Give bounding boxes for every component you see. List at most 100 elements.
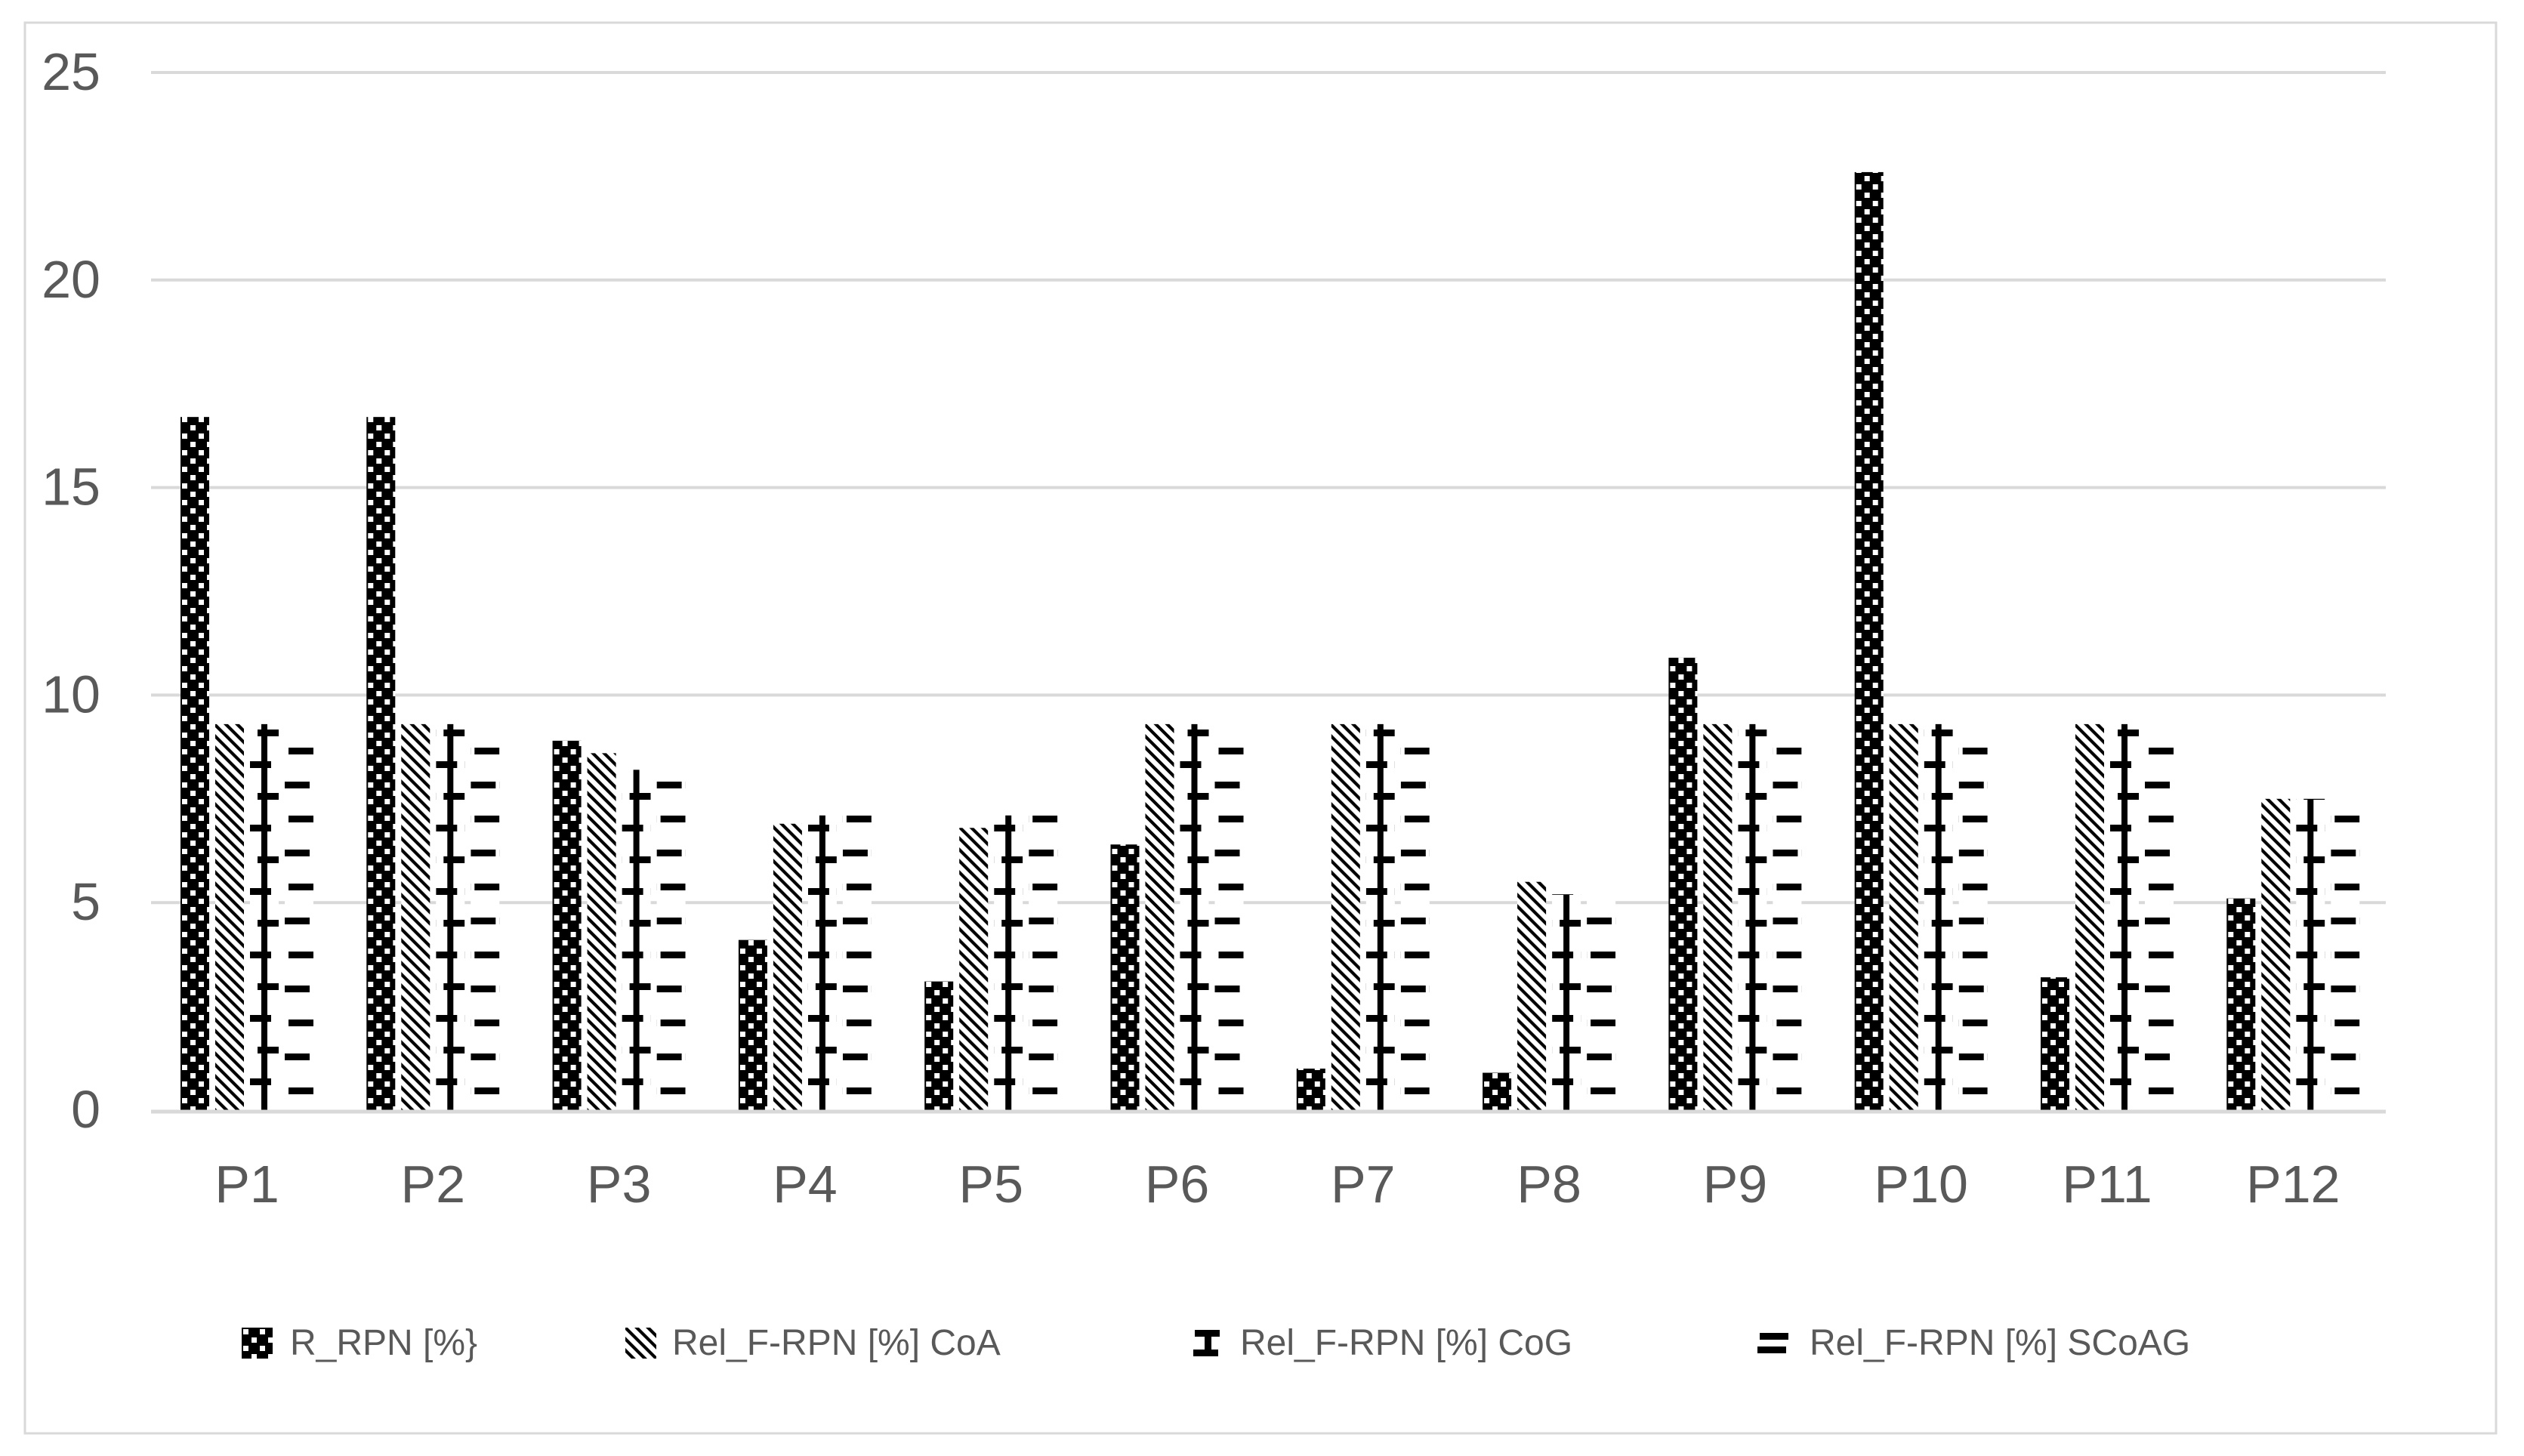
bar-group-P6-s1 xyxy=(1110,844,1140,1110)
bar-P9-series-3 xyxy=(1738,723,1767,1110)
bar-group-P10-s4 xyxy=(1958,736,1988,1110)
legend-marker-cog-icon xyxy=(1205,1337,1211,1350)
legend-marker-wrap xyxy=(242,1328,273,1359)
bar-group-P10-s2 xyxy=(1889,723,1918,1110)
bar-P2-series-3 xyxy=(436,723,465,1110)
bar-P4-series-1 xyxy=(738,939,767,1110)
bar-group-P2-s1 xyxy=(366,417,396,1110)
x-category-label-P6: P6 xyxy=(1145,1155,1210,1214)
bar-P6-series-2 xyxy=(1145,723,1174,1110)
y-tick-label-5: 5 xyxy=(71,872,100,931)
legend-label-2: Rel_F-RPN [%] CoA xyxy=(672,1323,1001,1363)
bar-group-P10-s3 xyxy=(1924,723,1953,1110)
bar-P12-series-3 xyxy=(2296,798,2325,1110)
bar-group-P7-s1 xyxy=(1296,1069,1325,1110)
x-category-label-P10: P10 xyxy=(1874,1155,1968,1214)
bar-group-P8-s3 xyxy=(1552,894,1581,1110)
legend-item-3: Rel_F-RPN [%] CoG xyxy=(1193,1323,1572,1363)
bar-group-P8-s4 xyxy=(1587,894,1616,1110)
bar-P1-series-2 xyxy=(215,723,244,1110)
bar-group-P12-s4 xyxy=(2331,798,2360,1110)
legend-label-4: Rel_F-RPN [%] SCoAG xyxy=(1810,1323,2190,1363)
bar-P5-series-3 xyxy=(994,815,1023,1110)
x-category-label-P3: P3 xyxy=(587,1155,652,1214)
bar-P7-series-1 xyxy=(1296,1069,1325,1110)
bar-P10-series-1 xyxy=(1854,171,1884,1110)
bar-group-P4-s2 xyxy=(773,823,802,1110)
bar-P8-series-3 xyxy=(1552,894,1581,1110)
legend-item-1: R_RPN [%} xyxy=(242,1323,477,1363)
bar-group-P1-s4 xyxy=(285,736,313,1110)
bar-group-P7-s2 xyxy=(1331,723,1360,1110)
bar-P11-series-1 xyxy=(2041,977,2069,1110)
x-category-label-P7: P7 xyxy=(1331,1155,1396,1214)
x-category-label-P8: P8 xyxy=(1517,1155,1581,1214)
bar-P11-series-2 xyxy=(2075,723,2104,1110)
legend-item-2: Rel_F-RPN [%] CoA xyxy=(625,1323,1001,1363)
bar-group-P8-s2 xyxy=(1517,881,1547,1110)
bar-P12-series-2 xyxy=(2261,798,2291,1110)
bar-P4-series-3 xyxy=(807,815,837,1110)
legend-marker-wrap xyxy=(625,1328,656,1359)
bar-P5-series-1 xyxy=(924,981,954,1110)
figure-border xyxy=(23,21,2498,1435)
x-category-label-P9: P9 xyxy=(1703,1155,1768,1214)
legend-marker-scoag-icon xyxy=(1757,1346,1786,1353)
y-axis-tick-labels: 0 5 10 15 20 25 xyxy=(42,42,100,1139)
bar-P12-series-4 xyxy=(2331,798,2360,1110)
bar-P8-series-2 xyxy=(1517,881,1547,1110)
bar-group-P1-s2 xyxy=(215,723,244,1110)
legend-label-3: Rel_F-RPN [%] CoG xyxy=(1240,1323,1572,1363)
bar-group-P12-s3 xyxy=(2296,798,2325,1110)
bar-group-P5-s3 xyxy=(994,815,1023,1110)
legend-marker-cog-icon xyxy=(1195,1330,1220,1337)
bar-P10-series-4 xyxy=(1958,736,1988,1110)
y-tick-label-25: 25 xyxy=(42,42,100,101)
legend-marker-cog-icon xyxy=(1193,1350,1218,1356)
bar-group-P9-s1 xyxy=(1668,657,1698,1110)
bar-group-P4-s4 xyxy=(842,815,872,1110)
bar-group-P11-s2 xyxy=(2075,723,2104,1110)
bar-P11-series-3 xyxy=(2110,723,2139,1110)
bar-group-P3-s3 xyxy=(622,770,651,1110)
y-tick-label-10: 10 xyxy=(42,665,100,723)
bar-P3-series-3 xyxy=(622,770,651,1110)
bar-group-P1-s3 xyxy=(250,723,279,1110)
bar-group-P6-s3 xyxy=(1180,723,1209,1110)
bar-group-P5-s4 xyxy=(1029,815,1058,1110)
legend-marker-checker-icon xyxy=(242,1328,273,1359)
x-category-label-P4: P4 xyxy=(773,1155,838,1214)
x-category-label-P5: P5 xyxy=(958,1155,1023,1214)
bar-group-P7-s4 xyxy=(1400,736,1430,1110)
x-category-label-P2: P2 xyxy=(400,1155,465,1214)
bar-group-P4-s3 xyxy=(807,815,837,1110)
bar-group-P5-s1 xyxy=(924,981,954,1110)
bar-P10-series-2 xyxy=(1889,723,1918,1110)
bar-group-P2-s2 xyxy=(401,723,430,1110)
legend-label-1: R_RPN [%} xyxy=(290,1323,477,1363)
bar-P4-series-4 xyxy=(842,815,872,1110)
bar-P6-series-4 xyxy=(1214,736,1244,1110)
gridline-layer xyxy=(151,71,2386,905)
bar-group-P6-s2 xyxy=(1145,723,1174,1110)
bar-P3-series-4 xyxy=(656,757,686,1110)
bar-group-P6-s4 xyxy=(1214,736,1244,1110)
bar-group-P9-s3 xyxy=(1738,723,1767,1110)
bar-group-P12-s2 xyxy=(2261,798,2291,1110)
bar-group-P11-s1 xyxy=(2041,977,2069,1110)
bar-P6-series-1 xyxy=(1110,844,1140,1110)
y-tick-label-0: 0 xyxy=(71,1080,100,1139)
bar-P1-series-1 xyxy=(181,417,209,1110)
bar-group-P9-s4 xyxy=(1773,736,1802,1110)
bar-P9-series-4 xyxy=(1773,736,1802,1110)
bar-P1-series-3 xyxy=(250,723,279,1110)
bar-group-P2-s4 xyxy=(471,736,500,1110)
bar-group-P12-s1 xyxy=(2226,898,2256,1110)
bar-group-P4-s1 xyxy=(738,939,767,1110)
bar-P8-series-1 xyxy=(1483,1072,1512,1110)
legend-marker-scoag-icon xyxy=(1760,1333,1788,1340)
bar-P2-series-2 xyxy=(401,723,430,1110)
legend-marker-diagonal-icon xyxy=(625,1328,656,1359)
bar-group-P3-s2 xyxy=(587,753,616,1110)
bar-group-P3-s4 xyxy=(656,757,686,1110)
